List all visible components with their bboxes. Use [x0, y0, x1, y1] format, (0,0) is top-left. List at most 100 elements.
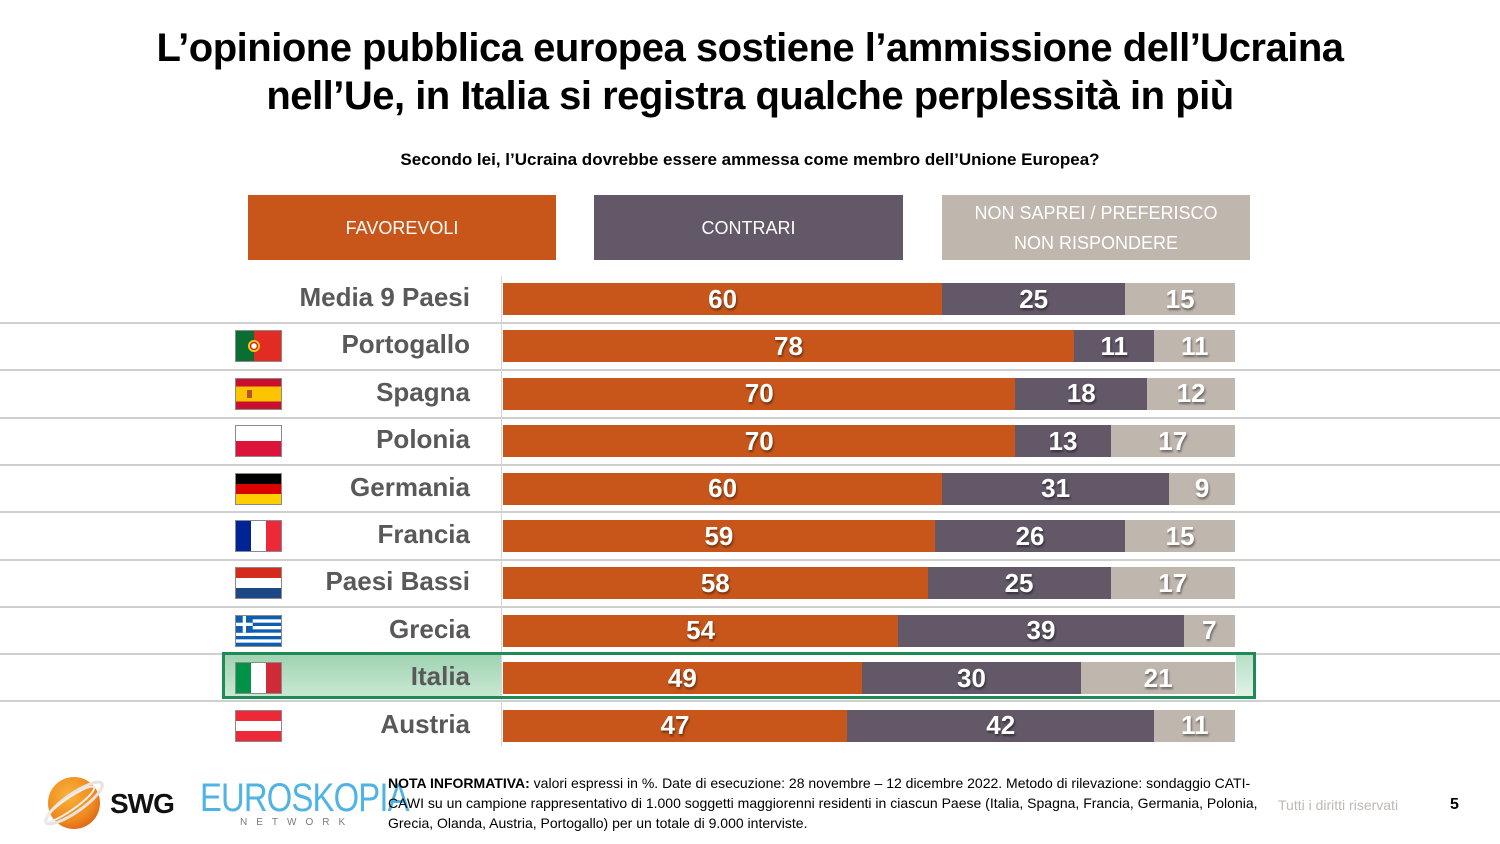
bar-contrari: 11: [1073, 330, 1155, 363]
category-label: Italia: [410, 661, 470, 692]
bar-contrari: 25: [942, 283, 1126, 315]
bar-value-label: 25: [1019, 283, 1049, 314]
category-label: Austria: [380, 708, 470, 739]
bar-non-saprei: 11: [1154, 709, 1235, 742]
legend-favorevoli: FAVOREVOLI: [248, 195, 556, 260]
germany-flag-icon: [235, 472, 282, 505]
bar-value-label: 59: [704, 520, 734, 551]
title-line-1: L’opinione pubblica europea sostiene l’a…: [156, 26, 1344, 70]
bar-value-label: 9: [1194, 473, 1210, 504]
bar-value-label: 60: [708, 283, 738, 314]
page-number: 5: [1450, 796, 1459, 813]
chart-axis-line: [501, 276, 502, 746]
bar-value-label: 11: [1100, 330, 1128, 361]
row-separator: [0, 417, 1500, 419]
bar-value-label: 12: [1176, 378, 1206, 409]
bar-value-label: 70: [744, 378, 774, 409]
bar-favorevoli: 60: [503, 283, 943, 315]
bar-value-label: 30: [957, 662, 986, 693]
netherlands-flag-icon: [235, 567, 282, 600]
bar-value-label: 31: [1041, 473, 1071, 504]
bar-value-label: 78: [774, 330, 803, 361]
bar-value-label: 70: [744, 425, 774, 456]
category-label: Grecia: [389, 613, 470, 644]
footer-note: NOTA INFORMATIVA: valori espressi in %. …: [388, 773, 1258, 833]
france-flag-icon: [235, 520, 282, 552]
bar-favorevoli: 78: [503, 330, 1074, 363]
portugal-flag-icon: [235, 330, 282, 363]
bar-value-label: 49: [667, 662, 697, 693]
bar-contrari: 30: [861, 662, 1082, 695]
bar-value-label: 17: [1158, 567, 1188, 598]
bar-value-label: 18: [1066, 378, 1096, 409]
bar-value-label: 17: [1158, 425, 1188, 456]
survey-question: Secondo lei, l’Ucraina dovrebbe essere a…: [400, 150, 1100, 169]
bar-contrari: 13: [1015, 425, 1111, 458]
bar-value-label: 7: [1202, 615, 1217, 646]
row-separator: [0, 369, 1500, 371]
category-label: Francia: [377, 519, 471, 549]
bar-non-saprei: 11: [1154, 330, 1235, 363]
italia-highlight-box: [222, 652, 1256, 699]
bar-value-label: 39: [1026, 615, 1056, 646]
bar-non-saprei: 17: [1110, 425, 1235, 458]
bar-favorevoli: 60: [503, 472, 943, 505]
slide-title: L’opinione pubblica europea sostiene l’a…: [0, 24, 1500, 120]
row-separator: [0, 464, 1500, 466]
legend-contrari-label: CONTRARI: [701, 217, 796, 238]
bar-non-saprei: 12: [1147, 377, 1235, 410]
row-separator: [0, 322, 1500, 324]
legend-non-saprei: NON SAPREI / PREFERISCO NON RISPONDERE: [942, 195, 1250, 260]
bar-favorevoli: 47: [503, 709, 848, 742]
bar-value-label: 47: [660, 710, 690, 741]
swg-logo-text: SWG: [110, 788, 175, 819]
bar-contrari: 42: [847, 709, 1155, 742]
bar-favorevoli: 59: [503, 520, 935, 552]
row-separator: [0, 511, 1500, 513]
category-label: Portogallo: [341, 329, 470, 360]
row-separator: [0, 700, 1500, 702]
bar-non-saprei: 15: [1125, 283, 1235, 315]
bar-value-label: 54: [686, 615, 716, 646]
italy-flag-icon: [235, 662, 282, 695]
legend-contrari: CONTRARI: [594, 195, 903, 260]
bar-value-label: 15: [1165, 520, 1195, 551]
category-label: Spagna: [376, 376, 470, 407]
bar-favorevoli: 58: [503, 567, 928, 600]
bar-favorevoli: 70: [503, 425, 1016, 458]
highlight-row-fill-right: [1236, 655, 1253, 696]
greece-flag-icon: [235, 614, 282, 647]
bar-non-saprei: 15: [1125, 520, 1235, 552]
row-separator: [0, 559, 1500, 561]
title-line-2: nell’Ue, in Italia si registra qualche p…: [266, 74, 1234, 118]
bar-non-saprei: 7: [1183, 614, 1235, 647]
category-label: Media 9 Paesi: [299, 282, 470, 312]
footer-note-label: NOTA INFORMATIVA:: [388, 775, 530, 791]
bar-value-label: 58: [700, 567, 730, 598]
row-separator: [0, 606, 1500, 608]
category-label: Paesi Bassi: [325, 566, 470, 597]
bar-value-label: 13: [1048, 425, 1078, 456]
bar-value-label: 11: [1180, 710, 1209, 741]
footer-note-text: valori espressi in %. Date di esecuzione…: [388, 775, 1258, 831]
category-label: Polonia: [376, 424, 470, 455]
network-logo-text: NETWORK: [240, 817, 355, 828]
bar-value-label: 42: [986, 710, 1016, 741]
bar-non-saprei: 9: [1169, 472, 1235, 505]
bar-contrari: 18: [1015, 377, 1148, 410]
bar-value-label: 15: [1165, 283, 1195, 314]
copyright-text: Tutti i diritti riservati: [1278, 797, 1399, 813]
bar-value-label: 11: [1180, 330, 1209, 361]
spain-flag-icon: [235, 377, 282, 410]
legend-non-saprei-line2: NON RISPONDERE: [1013, 232, 1178, 253]
bar-value-label: 21: [1143, 662, 1173, 693]
bar-non-saprei: 17: [1110, 567, 1235, 600]
bar-non-saprei: 21: [1081, 662, 1235, 695]
austria-flag-icon: [235, 709, 282, 742]
euroskopia-logo-text: EUROSKOPIA: [200, 776, 410, 820]
bar-favorevoli: 70: [503, 377, 1016, 410]
bar-contrari: 26: [934, 520, 1126, 552]
bar-contrari: 31: [942, 472, 1170, 505]
bar-contrari: 25: [927, 567, 1111, 600]
bar-contrari: 39: [898, 614, 1184, 647]
